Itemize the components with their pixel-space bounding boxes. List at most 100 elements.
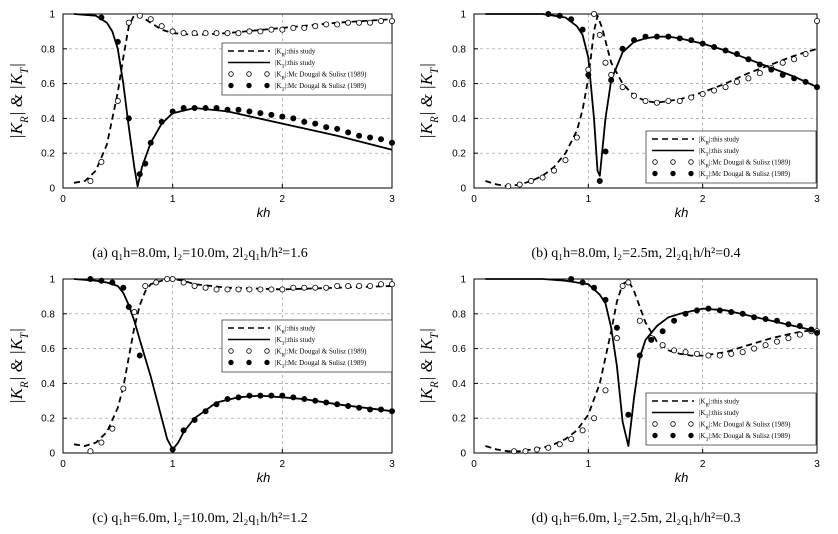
data-point-kt-mcdougal (257, 110, 264, 117)
x-tick-label: 3 (814, 194, 820, 205)
data-point-kr-mcdougal (716, 352, 723, 359)
data-point-kr-mcdougal (722, 84, 729, 91)
y-axis-label: |KR| & |KT| (417, 328, 441, 404)
data-point-kt-mcdougal (235, 394, 242, 401)
x-axis-label: kh (257, 470, 271, 485)
x-tick-label: 2 (280, 194, 286, 205)
data-point-kt-mcdougal (665, 33, 672, 40)
legend-label: |KT|:Mc Dougal & Sulisz (1989) (275, 82, 367, 93)
legend: |KR|:this study|KT|:this study|KR|:Mc Do… (645, 130, 817, 184)
data-point-kt-mcdougal (290, 115, 297, 122)
data-point-kt-mcdougal (120, 284, 127, 291)
data-point-kr-mcdougal (153, 279, 160, 286)
data-point-kr-mcdougal (147, 16, 154, 23)
data-point-kr-mcdougal (533, 446, 540, 453)
legend-label: |KT|:this study (699, 409, 740, 420)
data-point-kr-mcdougal (785, 335, 792, 342)
data-point-kt-mcdougal (279, 113, 286, 120)
panel-caption: (d) q₁h=6.0m, l₂=2.5m, 2l₂q₁h/h²=0.3 (531, 511, 740, 526)
data-point-kt-mcdougal (213, 401, 220, 408)
legend-marker-sample (670, 159, 676, 165)
data-point-kr-mcdougal (180, 279, 187, 286)
data-point-kt-mcdougal (716, 307, 723, 314)
x-tick-label: 0 (471, 459, 477, 470)
data-point-kr-mcdougal (301, 284, 308, 291)
x-tick-label: 1 (586, 194, 592, 205)
data-point-kr-mcdougal (728, 350, 735, 357)
y-axis-label-group: |KR| & |KT| (417, 63, 441, 139)
x-tick-label: 0 (60, 194, 66, 205)
x-tick-label: 3 (814, 459, 820, 470)
data-point-kr-mcdougal (268, 26, 275, 33)
data-point-kt-mcdougal (796, 322, 803, 329)
data-point-kr-mcdougal (545, 444, 552, 451)
data-point-kt-mcdougal (808, 326, 815, 333)
data-point-kt-mcdougal (142, 160, 149, 167)
data-point-kt-mcdougal (202, 104, 209, 111)
data-point-kr-mcdougal (625, 279, 632, 286)
data-point-kr-mcdougal (290, 24, 297, 31)
data-point-kr-mcdougal (356, 19, 363, 26)
data-point-kr-mcdougal (120, 385, 127, 392)
data-point-kt-mcdougal (125, 115, 132, 122)
data-point-kt-mcdougal (568, 16, 575, 23)
data-point-kt-mcdougal (257, 392, 264, 399)
data-point-kr-mcdougal (356, 282, 363, 289)
data-point-kt-mcdougal (345, 403, 352, 410)
data-point-kt-mcdougal (169, 446, 176, 453)
data-point-kr-mcdougal (169, 28, 176, 35)
series-line-kr-study (485, 14, 818, 188)
data-point-kr-mcdougal (505, 183, 512, 190)
data-point-kt-mcdougal (378, 136, 385, 143)
legend-marker-sample (246, 348, 252, 354)
data-point-kr-mcdougal (619, 282, 626, 289)
data-point-kt-mcdougal (114, 38, 121, 45)
y-tick-label: 1 (460, 275, 466, 286)
legend-marker-sample (264, 359, 270, 366)
data-point-kr-mcdougal (388, 281, 395, 288)
x-tick-label: 3 (389, 194, 395, 205)
data-point-kr-mcdougal (613, 335, 620, 342)
data-point-kr-mcdougal (142, 282, 149, 289)
data-point-kt-mcdougal (388, 139, 395, 146)
data-point-kr-mcdougal (739, 349, 746, 356)
data-point-kt-mcdougal (585, 71, 592, 78)
chart-panel-b: 0 0.2 0.4 0.6 0.8 1 0 1 2 3 kh |KR| & |KT| |KR|:this… (417, 10, 820, 262)
data-point-kr-mcdougal (323, 21, 330, 28)
data-point-kt-mcdougal (378, 406, 385, 413)
data-point-kr-mcdougal (290, 284, 297, 291)
data-point-kt-mcdougal (636, 352, 643, 359)
legend-marker-sample (688, 159, 694, 165)
data-point-kr-mcdougal (279, 286, 286, 293)
y-tick-label: 1 (49, 10, 55, 21)
data-point-kr-mcdougal (573, 134, 580, 141)
y-tick-label: 0.6 (452, 344, 466, 355)
data-point-kr-mcdougal (224, 30, 231, 37)
data-point-kt-mcdougal (345, 129, 352, 136)
x-tick-label: 0 (60, 459, 66, 470)
data-point-kt-mcdougal (699, 40, 706, 47)
data-point-kt-mcdougal (739, 310, 746, 317)
data-point-kr-mcdougal (796, 331, 803, 338)
data-point-kt-mcdougal (312, 397, 319, 404)
plot-frame (473, 13, 818, 189)
legend-marker-sample (264, 348, 270, 354)
data-point-kt-mcdougal (671, 317, 678, 324)
data-point-kt-mcdougal (579, 279, 586, 286)
data-point-kr-mcdougal (779, 59, 786, 66)
data-point-kr-mcdougal (756, 70, 763, 77)
data-point-kr-mcdougal (334, 282, 341, 289)
data-point-kt-mcdougal (602, 148, 609, 155)
data-point-kt-mcdougal (213, 104, 220, 111)
data-point-kt-mcdougal (608, 77, 615, 84)
data-point-kr-mcdougal (87, 448, 94, 455)
y-tick-label: 0.6 (41, 79, 55, 90)
legend-marker-sample (264, 71, 270, 77)
x-axis-label: kh (675, 205, 689, 220)
data-point-kr-mcdougal (191, 282, 198, 289)
data-point-kt-mcdougal (579, 26, 586, 33)
legend-label: |KT|:Mc Dougal & Sulisz (1989) (275, 359, 367, 370)
data-point-kr-mcdougal (87, 178, 94, 185)
legend-marker-sample (652, 432, 658, 439)
data-point-kr-mcdougal (693, 350, 700, 357)
